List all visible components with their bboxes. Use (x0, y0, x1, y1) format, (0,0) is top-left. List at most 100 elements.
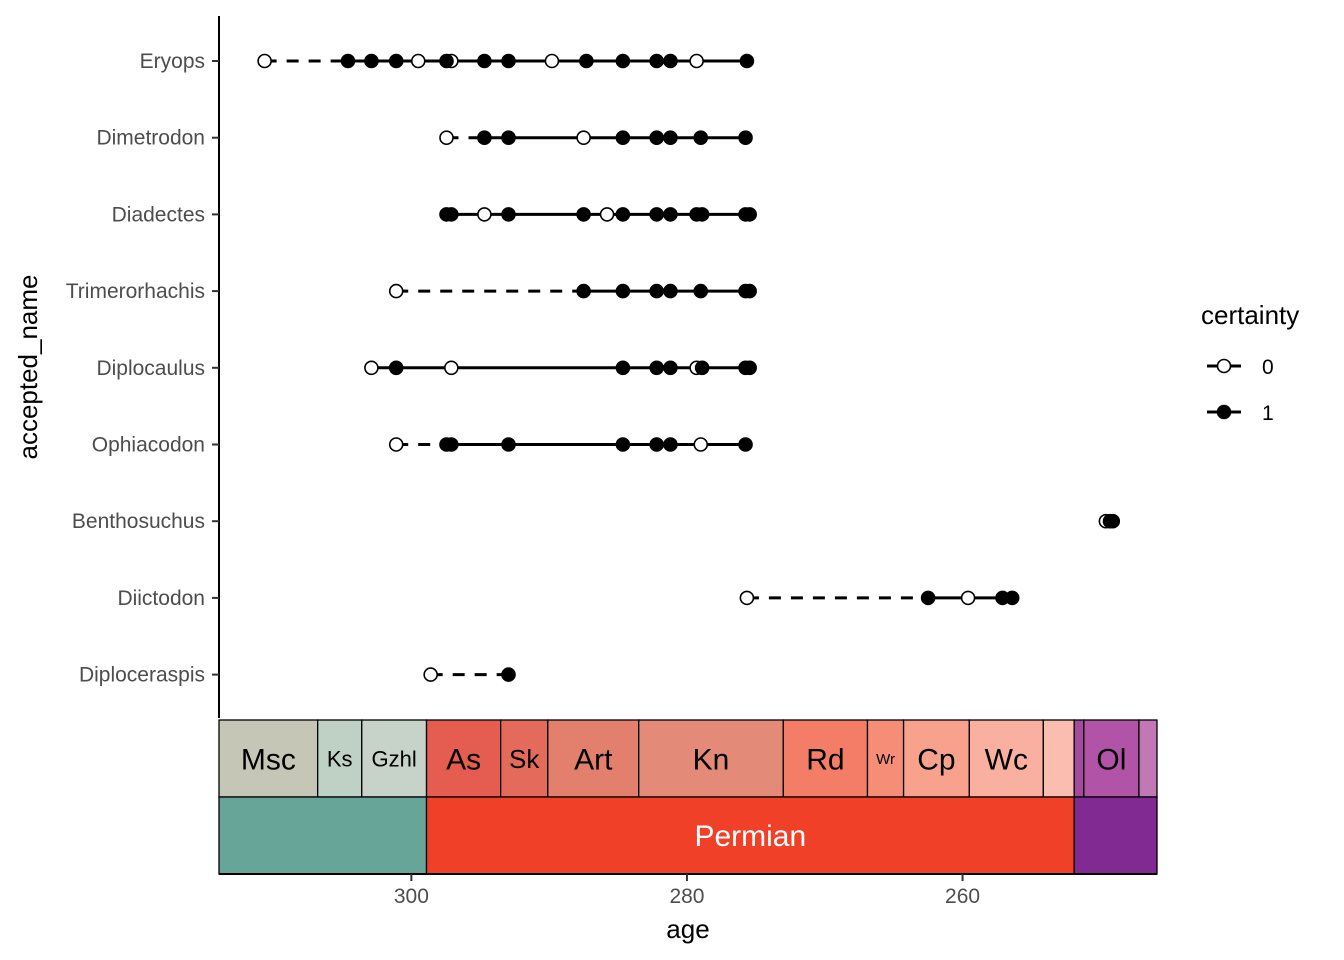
occurrence-point-certain (615, 207, 631, 222)
occurrence-point-certain (364, 53, 379, 69)
series-layer (257, 53, 1121, 682)
stage-box (638, 719, 784, 798)
occurrence-point-certain (649, 360, 664, 376)
occurrence-point-certain (615, 53, 631, 69)
occurrence-point-certain (693, 130, 709, 145)
stage-box (425, 719, 502, 798)
stage-label: Gzhl (372, 746, 417, 771)
occurrence-point-certain (663, 53, 678, 69)
occurrence-point-certain (576, 283, 591, 299)
occurrence-point-uncertain (739, 590, 755, 606)
occurrence-point-certain (388, 53, 404, 69)
occurrence-point-certain (1004, 590, 1020, 606)
y-tick-label: Benthosuchus (72, 510, 205, 533)
occurrence-point-certain (663, 207, 678, 222)
y-tick-label: Dimetrodon (96, 127, 205, 150)
stage-label: Ks (327, 746, 353, 771)
y-tick-label: Trimerorhachis (66, 280, 205, 303)
axes: Eryops Dimetrodon Diadectes Trimerorhachis D… (66, 16, 1157, 908)
stage-label: Kn (693, 743, 730, 776)
x-tick-label: 280 (669, 885, 704, 908)
occurrence-point-uncertain (599, 207, 615, 222)
occurrence-point-certain (477, 130, 492, 145)
stage-box (968, 719, 1044, 798)
stage-box (218, 719, 319, 798)
y-tick-label: Diadectes (112, 203, 205, 226)
occurrence-point-uncertain (388, 283, 404, 299)
occurrence-point-uncertain (257, 53, 272, 69)
occurrence-point-certain (738, 130, 753, 145)
legend-label: 1 (1262, 402, 1274, 425)
stage-box (500, 719, 549, 798)
occurrence-point-certain (663, 360, 678, 376)
occurrence-point-uncertain (388, 437, 404, 452)
stage-label: Rd (806, 743, 844, 776)
occurrence-point-certain (501, 130, 516, 145)
occurrence-point-certain (501, 207, 516, 222)
occurrence-point-certain (663, 130, 678, 145)
occurrence-point-certain (579, 53, 594, 69)
occurrence-point-uncertain (576, 130, 591, 145)
occurrence-point-certain (439, 53, 454, 69)
occurrence-point-certain (444, 207, 459, 222)
occurrence-point-certain (615, 437, 631, 452)
occurrence-point-uncertain (410, 53, 426, 69)
occurrence-point-uncertain (960, 590, 976, 606)
occurrence-point-certain (693, 283, 709, 299)
occurrence-point-uncertain (364, 360, 379, 376)
stage-label: As (446, 743, 481, 776)
occurrence-point-certain (501, 667, 516, 682)
occurrence-point-certain (649, 130, 664, 145)
legend-key-point (1216, 358, 1232, 374)
occurrence-point-certain (738, 437, 753, 452)
stage-label: Sk (509, 744, 540, 774)
stage-box (317, 719, 363, 798)
period-box (1073, 796, 1158, 875)
occurrence-point-certain (694, 360, 710, 376)
occurrence-point-uncertain (544, 53, 560, 69)
occurrence-point-certain (576, 207, 591, 222)
occurrence-point-certain (649, 53, 664, 69)
occurrence-point-certain (477, 53, 492, 69)
x-tick-label: 260 (945, 885, 980, 908)
stage-label: Msc (241, 743, 296, 776)
occurrence-point-certain (388, 360, 404, 376)
occurrence-point-certain (615, 360, 631, 376)
stage-label: Wc (985, 743, 1028, 776)
occurrence-point-uncertain (423, 667, 438, 682)
stage-box (782, 719, 869, 798)
occurrence-point-certain (649, 437, 664, 452)
period-box (425, 796, 1075, 875)
occurrence-point-certain (501, 437, 516, 452)
occurrence-point-certain (742, 283, 757, 299)
stage-label: Art (574, 743, 613, 776)
y-tick-label: Diplocaulus (96, 357, 205, 380)
stage-label: Wr (876, 751, 895, 768)
period-label: Permian (694, 820, 806, 853)
occurrence-point-certain (340, 53, 356, 69)
stage-box (1042, 719, 1075, 798)
occurrence-point-certain (742, 360, 757, 376)
stage-box (902, 719, 970, 798)
occurrence-point-certain (694, 207, 710, 222)
legend: certainty 01 (1201, 300, 1299, 425)
occurrence-point-certain (615, 283, 631, 299)
geologic-timescale: Msc Ks Gzhl As Sk Art Kn Rd Wr Cp Wc Ol Permian (218, 719, 1158, 875)
x-tick-label: 300 (394, 885, 429, 908)
y-tick-label: Eryops (140, 50, 205, 73)
legend-keys: 01 (1207, 356, 1274, 425)
occurrence-point-certain (920, 590, 936, 606)
occurrence-point-uncertain (689, 53, 704, 69)
legend-key-point (1216, 404, 1232, 420)
occurrence-point-certain (615, 130, 631, 145)
occurrence-point-uncertain (477, 207, 492, 222)
occurrence-point-uncertain (444, 360, 459, 376)
occurrence-point-certain (739, 53, 755, 69)
y-tick-label: Ophiacodon (92, 434, 205, 457)
occurrence-point-uncertain (439, 130, 454, 145)
legend-label: 0 (1262, 356, 1274, 379)
stage-label: Cp (917, 743, 955, 776)
occurrence-point-certain (649, 283, 664, 299)
legend-title: certainty (1201, 300, 1299, 330)
